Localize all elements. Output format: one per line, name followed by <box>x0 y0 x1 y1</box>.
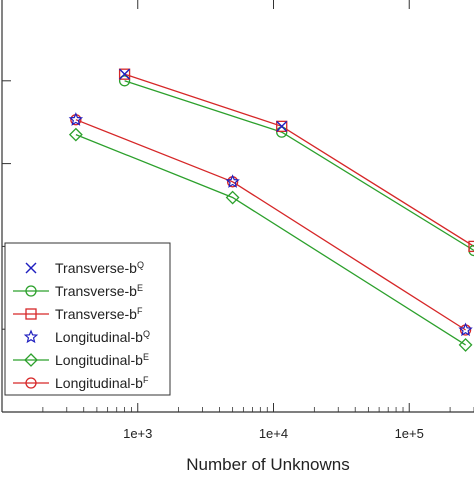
data-point <box>276 120 288 132</box>
legend-label: Transverse-bF <box>55 306 143 322</box>
legend-item: Transverse-bF <box>13 306 143 322</box>
legend-marker <box>25 308 37 320</box>
legend-item: Transverse-bE <box>13 283 143 299</box>
legend-marker <box>25 285 37 297</box>
legend-label: Transverse-bE <box>55 283 143 299</box>
legend-item: Transverse-bQ <box>25 260 144 276</box>
legend-marker <box>24 353 38 367</box>
legend-marker <box>25 262 37 274</box>
data-point <box>458 338 473 352</box>
data-point <box>118 68 131 80</box>
data-point <box>68 112 84 126</box>
data-point <box>276 120 288 132</box>
legend-marker <box>25 377 37 389</box>
legend-label: Longitudinal-bF <box>55 375 149 391</box>
legend: Transverse-bQ Transverse-bE Transverse-bF L… <box>4 242 171 396</box>
series-layer <box>68 68 474 352</box>
x-tick-label: 1e+5 <box>395 426 424 441</box>
data-point <box>468 240 474 253</box>
legend-label: Transverse-bQ <box>55 260 144 276</box>
series-line <box>75 133 466 346</box>
data-point <box>68 127 83 142</box>
x-tick-label: 1e+4 <box>259 426 288 441</box>
data-point <box>225 174 240 188</box>
data-point <box>458 322 473 337</box>
legend-item: Longitudinal-bE <box>13 352 149 368</box>
legend-label: Longitudinal-bE <box>55 352 149 368</box>
data-point <box>118 75 131 87</box>
data-point <box>225 190 240 205</box>
legend-label: Longitudinal-bQ <box>55 329 150 345</box>
legend-marker <box>23 329 39 344</box>
series-line <box>124 80 474 252</box>
legend-item: Longitudinal-bQ <box>23 329 150 345</box>
x-tick-label: 1e+3 <box>123 426 152 441</box>
series-line <box>75 119 466 331</box>
legend-item: Longitudinal-bF <box>13 375 149 391</box>
x-axis-label: Number of Unknowns <box>186 455 349 474</box>
data-point <box>119 68 131 80</box>
